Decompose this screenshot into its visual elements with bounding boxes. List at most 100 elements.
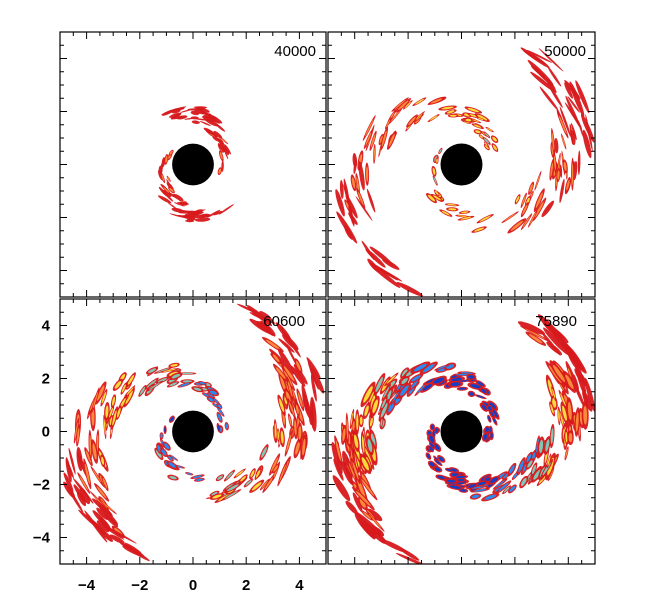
spiral-core [164,426,167,433]
spiral-blob [366,188,376,213]
spiral-core [520,477,527,487]
spiral-core [515,196,520,203]
spiral-core [121,384,126,393]
spiral-blob [76,446,83,472]
spiral-core [379,135,383,144]
spiral-core [575,412,579,432]
spiral-core [250,470,255,478]
spiral-core [456,482,465,485]
spiral-core [563,161,567,171]
spiral-core [481,388,487,394]
spiral-core [455,475,466,479]
spiral-core [101,456,105,465]
spiral-blob [218,204,234,215]
spiral-core [429,446,433,451]
spiral-core [365,132,372,146]
spiral-blob [218,144,225,152]
spiral-core [441,210,450,216]
spiral-core [359,499,366,508]
spiral-core [218,168,222,174]
panel-label: 50000 [544,43,586,60]
spiral-core [261,480,268,489]
spiral-core [414,98,424,105]
spiral-core [435,460,441,465]
spiral-blob [91,498,113,517]
spiral-core [381,130,387,147]
spiral-blob [570,130,576,146]
spiral-core [235,470,244,477]
y-tick-label: −4 [33,530,51,547]
spiral-blob [185,219,195,223]
spiral-core [531,464,537,475]
spiral-core [361,457,369,471]
spiral-blob [302,392,312,419]
spiral-core [468,484,477,488]
spiral-core [552,388,556,399]
spiral-core [279,464,286,482]
spiral-blob [96,507,109,520]
spiral-core [457,215,467,217]
spiral-core [365,166,369,182]
spiral-core [157,368,170,373]
spiral-core [397,100,409,111]
spiral-blob [564,102,582,129]
spiral-core [495,480,505,488]
spiral-core [433,377,445,384]
spiral-core [227,484,239,492]
spiral-blob [517,321,546,335]
spiral-blob [76,491,87,507]
spiral-core [458,387,467,390]
spiral-blob [170,115,186,120]
spiral-core [571,163,574,185]
spiral-blob [68,447,76,475]
spiral-core [460,216,472,220]
spiral-core [438,456,444,462]
spiral-blob [221,160,224,172]
spiral-blob [559,106,571,137]
spiral-core [302,438,306,456]
spiral-core [169,150,173,155]
spiral-blob [293,364,308,385]
spiral-blob [559,164,563,178]
spiral-blob [353,158,357,175]
central-black-hole [172,410,214,453]
spiral-blob [352,492,363,512]
spiral-core [383,386,390,399]
spiral-blob [339,180,344,199]
spiral-blob [345,500,358,515]
spiral-core [271,457,279,472]
spiral-core [96,486,107,499]
spiral-blob [355,196,373,221]
spiral-core [526,454,532,463]
spiral-core [486,127,493,132]
spiral-core [168,462,176,468]
spiral-core [217,475,223,480]
spiral-core [114,381,122,389]
spiral-core [468,375,475,379]
spiral-blob [169,112,182,118]
spiral-blob [171,109,181,114]
spiral-core [557,156,561,170]
spiral-core [430,424,434,430]
spiral-core [386,119,391,128]
spiral-blob [206,209,221,218]
spiral-core [126,387,134,396]
spiral-blob [540,330,561,356]
spiral-core [460,489,467,492]
spiral-core [182,380,193,383]
panel-top-right: 50000 [327,31,596,298]
spiral-core [558,115,567,134]
spiral-blob [538,48,564,72]
spiral-core [433,177,437,184]
spiral-blob [537,315,566,340]
spiral-core [199,381,206,385]
spiral-core [161,449,167,456]
spiral-core [149,382,160,390]
spiral-core [559,412,564,426]
spiral-blob [577,150,581,175]
spiral-blob [73,478,94,504]
spiral-core [163,187,170,193]
spiral-core [449,114,457,117]
spiral-core [112,410,117,426]
spiral-core [280,430,284,444]
